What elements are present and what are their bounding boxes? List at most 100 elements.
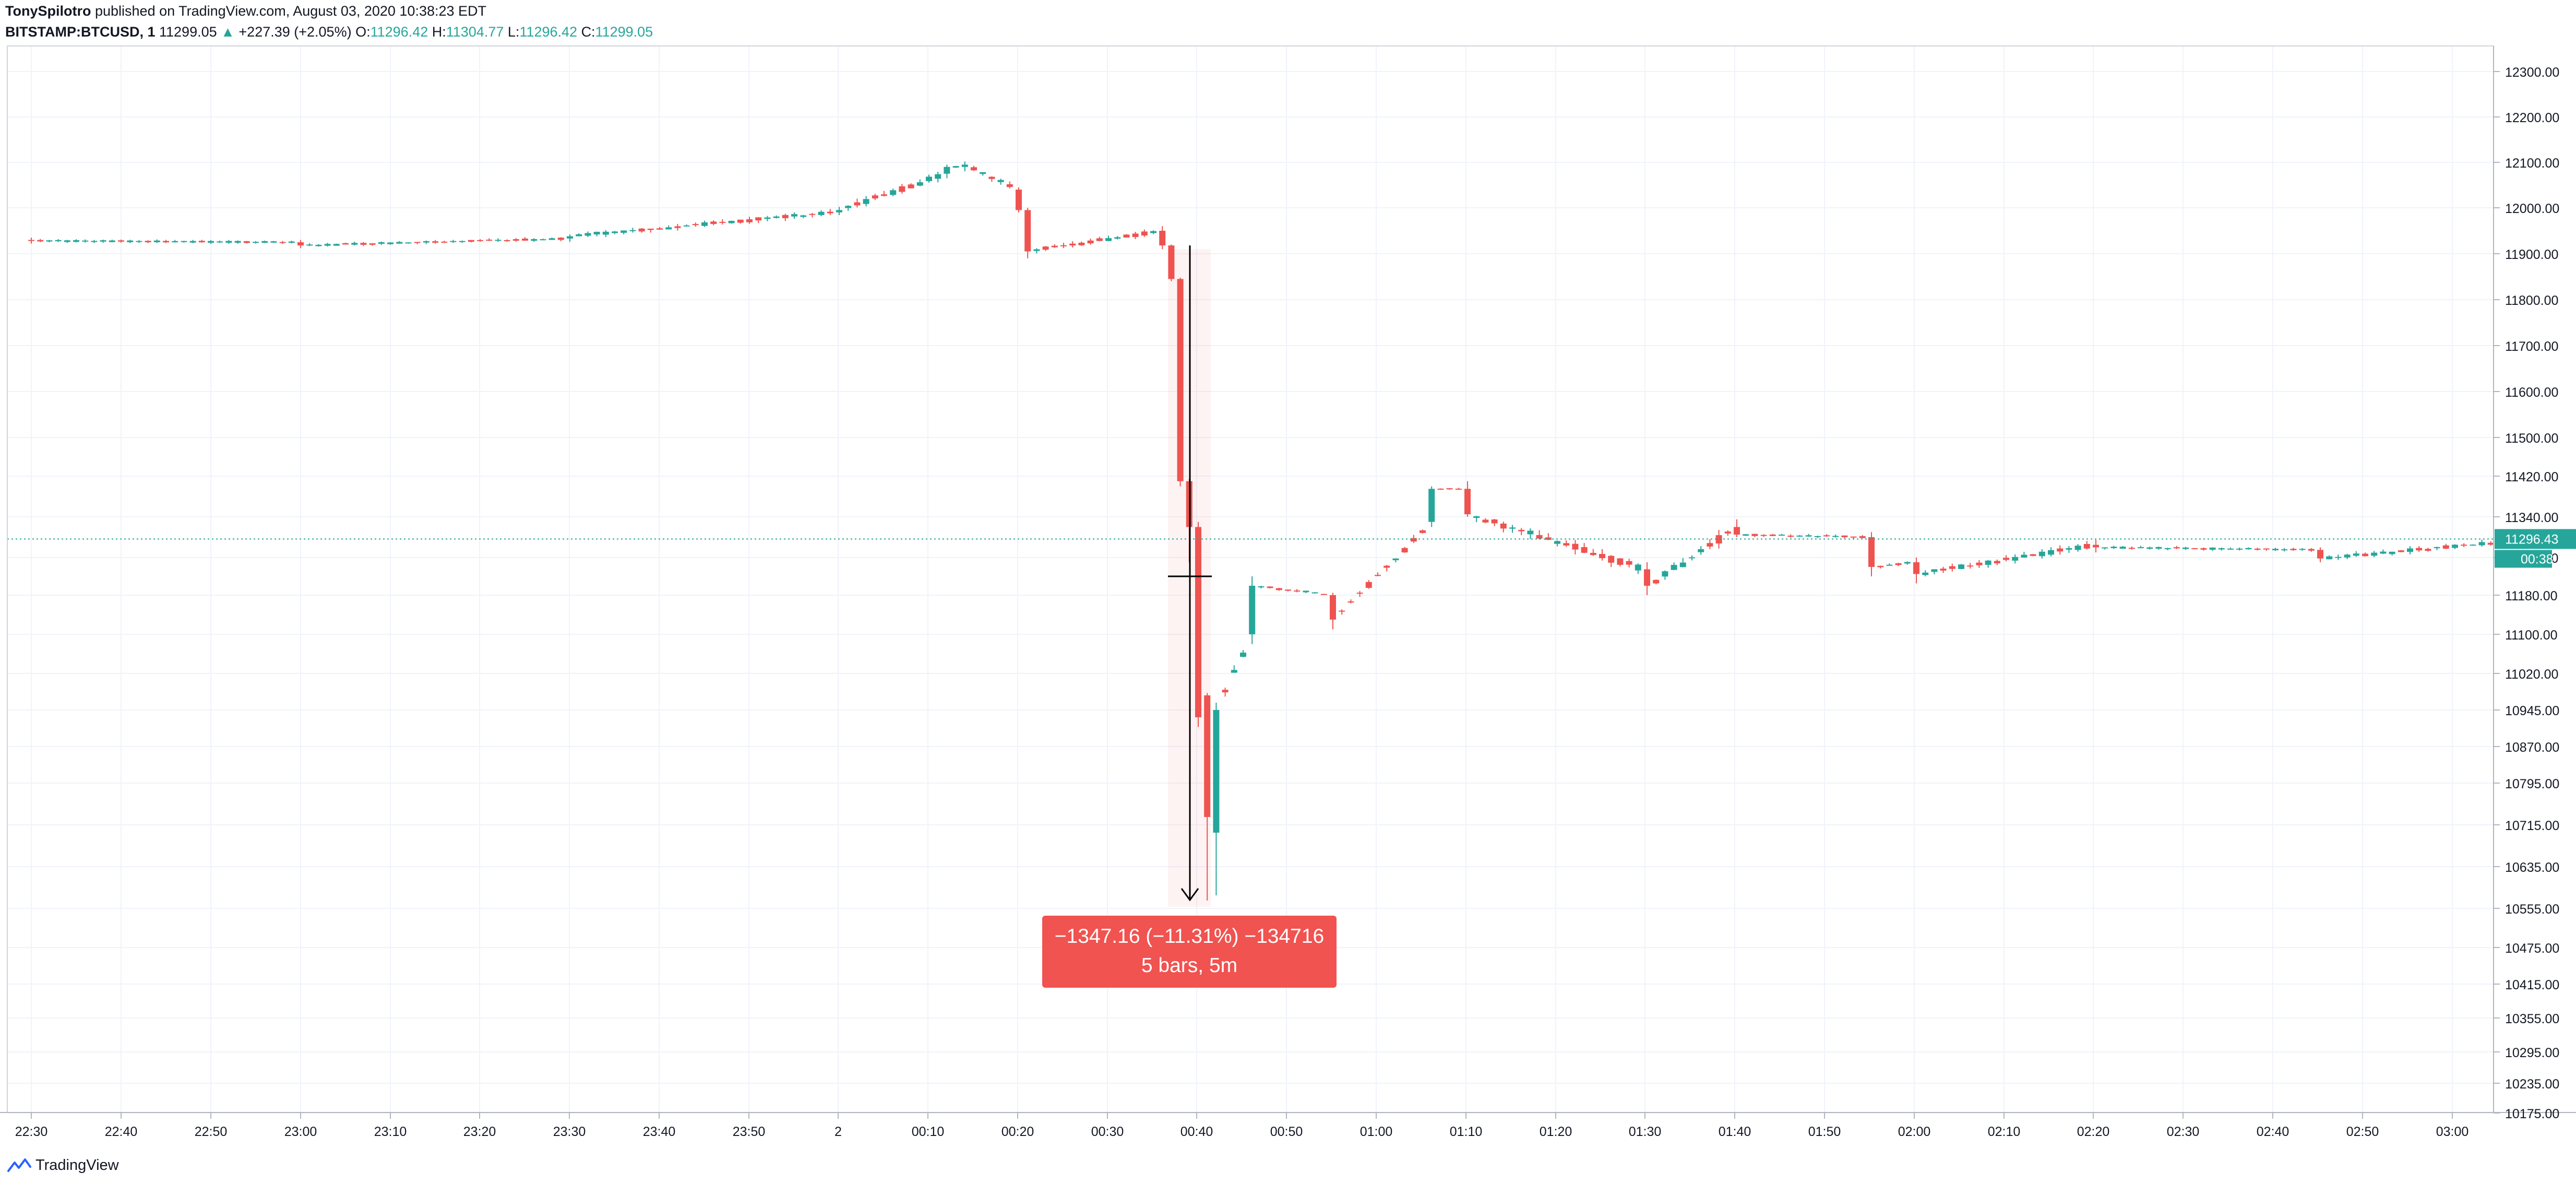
candle-body	[1689, 557, 1695, 559]
candle-body	[1572, 543, 1579, 550]
price-tick-label: 11340.00	[2505, 511, 2558, 525]
publish-info: TonySpilotro published on TradingView.co…	[5, 2, 2562, 20]
price-tick-label: 11600.00	[2505, 385, 2558, 400]
candle-body	[2380, 551, 2387, 554]
candle-body	[2371, 552, 2378, 556]
candle-body	[2290, 549, 2297, 550]
candle-body	[198, 241, 205, 243]
candle-body	[1087, 240, 1094, 244]
candle-body	[683, 225, 690, 227]
candle-body	[2173, 547, 2180, 549]
candle-body	[952, 166, 959, 168]
candle-body	[172, 241, 178, 243]
candle-body	[477, 240, 483, 241]
price-tick-label: 11500.00	[2505, 431, 2558, 446]
price-tick-label: 10175.00	[2505, 1107, 2559, 1121]
candle-body	[1850, 536, 1857, 538]
last-price-badge	[2495, 529, 2576, 549]
candle-body	[2038, 551, 2045, 557]
candle-body	[1042, 246, 1049, 250]
candle-body	[1222, 690, 1229, 693]
candle-body	[2299, 549, 2306, 550]
footer-brand[interactable]: TradingView	[7, 1154, 119, 1177]
candle-body	[2200, 548, 2207, 550]
candle-body	[2389, 551, 2395, 554]
candle-body	[665, 227, 672, 230]
candle-body	[1150, 231, 1156, 233]
candle-body	[935, 174, 941, 179]
candle-body	[2461, 544, 2467, 546]
candle-body	[2487, 542, 2494, 545]
candle-body	[1311, 592, 1318, 594]
measure-arrow-head-icon	[1180, 888, 1199, 902]
candle-body	[315, 244, 322, 246]
candle-body	[800, 215, 807, 217]
symbol-info: BITSTAMP:BTCUSD, 1 11299.05 ▲ +227.39 (+…	[5, 23, 2562, 41]
symbol-name[interactable]: BITSTAMP:BTCUSD, 1	[5, 24, 156, 40]
candle-body	[944, 167, 950, 174]
candle-body	[1051, 245, 1058, 247]
candle-body	[1132, 233, 1139, 237]
candle-body	[2012, 557, 2019, 561]
candle-body	[1940, 569, 1947, 571]
candle-body	[2191, 548, 2198, 550]
candle-body	[208, 241, 214, 243]
candle-body	[1249, 586, 1256, 634]
candle-body	[1823, 535, 1830, 537]
measure-tool[interactable]	[1168, 245, 1212, 902]
candle-body	[504, 240, 510, 242]
time-tick-label: 23:40	[643, 1124, 676, 1139]
candle-body	[306, 244, 313, 246]
price-axis[interactable]: 12300.00 12200.00 12100.00 12000.00 11900.00…	[2494, 65, 2559, 1121]
candle-body	[217, 241, 223, 243]
candle-body	[351, 243, 358, 245]
candle-body	[1509, 527, 1516, 529]
price-tick-label: 11100.00	[2505, 628, 2558, 643]
candle-body	[2146, 547, 2153, 549]
candle-body	[369, 243, 376, 245]
candle-body	[279, 242, 286, 243]
author-name[interactable]: TonySpilotro	[5, 3, 91, 19]
candle-body	[971, 167, 977, 171]
price-tick-label: 10715.00	[2505, 819, 2559, 833]
candle-body	[1123, 234, 1130, 238]
candle-body	[1267, 586, 1273, 588]
candle-body	[872, 195, 878, 199]
candle-body	[1231, 670, 1237, 673]
candle-body	[1294, 590, 1301, 592]
candles	[28, 161, 2521, 901]
candle-body	[1563, 543, 1570, 546]
candle-body	[1437, 489, 1444, 490]
candle-body	[1904, 562, 1911, 564]
time-tick-label: 23:50	[733, 1124, 766, 1139]
candle-body	[1141, 231, 1148, 236]
candle-body	[405, 242, 412, 244]
candle-body	[2057, 548, 2064, 552]
time-tick-label: 01:50	[1808, 1124, 1841, 1139]
candle-body	[961, 164, 968, 167]
candle-body	[1859, 536, 1866, 538]
candle-body	[1078, 242, 1085, 245]
candle-body	[1949, 566, 1955, 569]
candle-body	[1527, 530, 1534, 535]
price-tick-label: 10635.00	[2505, 860, 2559, 875]
footer-brand-label: TradingView	[35, 1156, 119, 1174]
candle-body	[2326, 556, 2333, 560]
candle-body	[1069, 243, 1076, 246]
candle-body	[28, 240, 34, 241]
candle-body	[1554, 541, 1560, 544]
candle-body	[2434, 547, 2440, 549]
candle-body	[1967, 565, 1974, 567]
time-tick-label: 23:00	[284, 1124, 317, 1139]
candle-body	[1446, 488, 1453, 490]
time-tick-label: 2	[834, 1124, 842, 1139]
candle-body	[234, 241, 241, 243]
candle-body	[1617, 558, 1624, 565]
candle-body	[1275, 588, 1282, 590]
time-tick-label: 01:10	[1450, 1124, 1483, 1139]
candle-body	[378, 242, 385, 244]
candle-body	[926, 176, 932, 181]
candle-body	[522, 239, 528, 241]
time-axis[interactable]: 22:30 22:40 22:50 23:00 23:10 23:20 23:30 23:40…	[15, 1112, 2469, 1139]
